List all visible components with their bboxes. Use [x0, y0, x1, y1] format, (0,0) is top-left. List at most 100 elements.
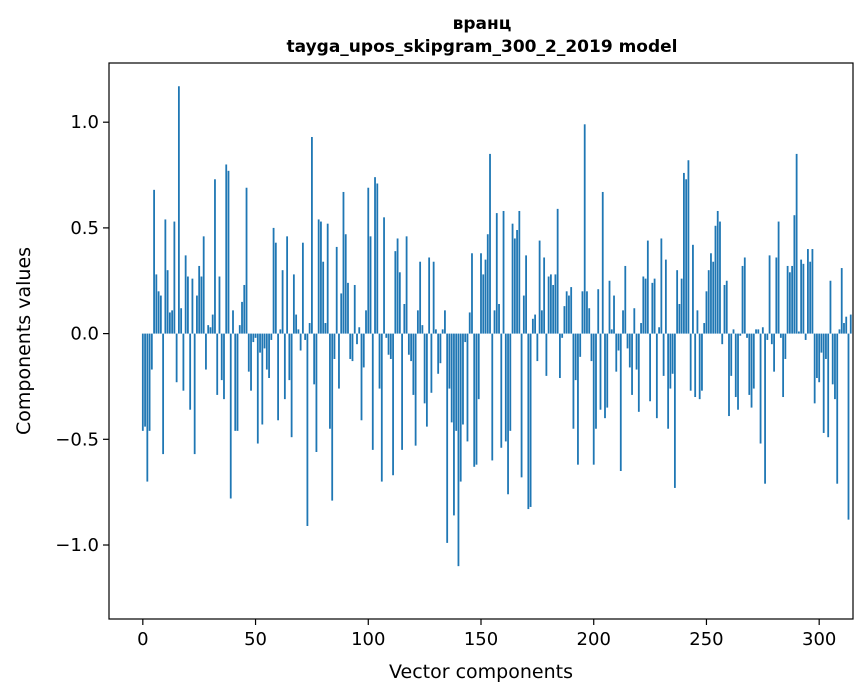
bar: [297, 329, 300, 334]
bar: [529, 333, 532, 507]
bar: [353, 284, 356, 334]
bar: [376, 183, 379, 334]
bar: [223, 333, 225, 400]
bar: [162, 333, 165, 455]
bar: [394, 251, 397, 334]
bar: [737, 333, 739, 410]
bar: [518, 210, 521, 334]
bar: [263, 333, 266, 349]
bar: [597, 289, 600, 334]
bar: [556, 208, 559, 334]
bar: [315, 333, 318, 452]
bar: [601, 191, 604, 334]
bar: [520, 333, 523, 478]
bar: [351, 333, 354, 362]
bar: [245, 187, 248, 334]
bar: [241, 301, 243, 334]
bar: [732, 329, 735, 334]
bar: [414, 333, 417, 446]
x-tick-label: 50: [244, 629, 267, 650]
bar: [448, 333, 451, 389]
bar: [673, 333, 676, 488]
bar: [295, 314, 298, 334]
bar: [752, 333, 755, 389]
bar: [270, 333, 273, 340]
bar: [333, 333, 336, 359]
bar: [633, 308, 636, 334]
bar: [423, 333, 426, 404]
bar: [177, 86, 180, 334]
bar: [405, 236, 408, 334]
bar: [306, 333, 309, 526]
bar: [770, 333, 773, 345]
bar: [342, 191, 345, 334]
bar: [635, 333, 638, 370]
bar: [545, 333, 548, 376]
bar: [283, 333, 286, 400]
bar: [773, 333, 775, 372]
bar: [570, 287, 573, 334]
bar: [369, 236, 372, 334]
bar: [802, 263, 805, 334]
bar: [714, 225, 717, 334]
bar: [689, 333, 692, 391]
bar: [385, 333, 388, 338]
bar: [725, 280, 728, 334]
bar: [495, 213, 498, 334]
y-tick-label: 0.0: [70, 324, 99, 345]
bar: [840, 268, 843, 334]
bar: [816, 333, 818, 378]
bar: [209, 327, 212, 334]
bar: [766, 333, 769, 340]
bar: [628, 333, 631, 368]
bar: [500, 333, 503, 448]
bar: [653, 278, 656, 334]
bar: [288, 333, 291, 381]
bar: [416, 310, 419, 334]
bar: [563, 306, 566, 334]
bar: [809, 261, 812, 334]
bar: [243, 284, 246, 334]
x-tick-label: 300: [802, 629, 836, 650]
bar-series: [141, 86, 852, 567]
plot-frame: [108, 62, 854, 620]
bar: [525, 255, 527, 334]
bar: [202, 236, 205, 334]
bar: [155, 274, 158, 334]
bar: [662, 333, 665, 376]
bar: [340, 293, 343, 334]
bar: [322, 261, 325, 334]
bar: [716, 210, 719, 334]
bar: [317, 219, 320, 334]
bar: [829, 280, 832, 334]
bar: [694, 333, 697, 398]
bar: [795, 153, 798, 334]
bar: [610, 329, 613, 334]
bar: [227, 170, 230, 334]
bar: [473, 333, 476, 467]
bar: [477, 333, 480, 400]
bar: [757, 329, 760, 334]
bar: [608, 280, 611, 334]
x-tick-label: 150: [464, 629, 498, 650]
bar: [696, 310, 699, 334]
bar: [728, 333, 730, 417]
bar: [791, 265, 794, 334]
bar: [793, 215, 796, 334]
bar: [380, 333, 383, 482]
bar: [480, 253, 482, 334]
bar: [362, 333, 365, 368]
bar: [807, 249, 809, 334]
bar: [383, 217, 385, 334]
bar: [741, 265, 744, 334]
bar: [403, 304, 406, 334]
bar: [831, 333, 834, 385]
bar: [820, 333, 823, 353]
bar: [507, 333, 509, 495]
bar: [256, 333, 259, 444]
bar: [387, 333, 390, 355]
bar: [509, 333, 512, 431]
bar: [536, 333, 539, 362]
bar: [281, 270, 284, 334]
bar: [513, 238, 516, 334]
